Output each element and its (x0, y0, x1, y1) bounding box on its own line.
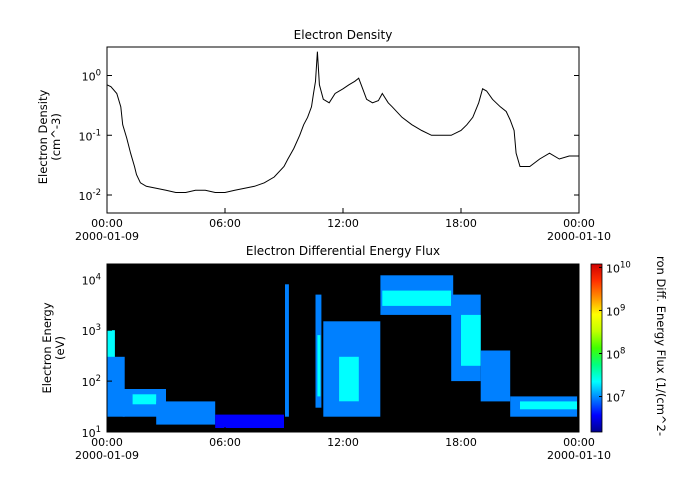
flux-xtick-date-4: 2000-01-10 (547, 449, 611, 462)
flux-cell-3 (132, 394, 157, 405)
density-series-line-0 (106, 51, 579, 193)
flux-cell-8 (317, 335, 321, 397)
flux-cell-17 (520, 401, 577, 410)
density-xtick-label-0: 00:00 (91, 217, 123, 230)
density-ylabel-line2: (cm^-3) (49, 113, 63, 161)
flux-title: Electron Differential Energy Flux (246, 244, 440, 258)
flux-ytick-label-1: 102 (82, 374, 101, 389)
flux-cell-5 (215, 414, 284, 428)
flux-xtick-label-3: 18:00 (445, 436, 477, 449)
flux-cell-14 (461, 314, 481, 366)
flux-ytick-label-3: 104 (82, 272, 101, 287)
density-xtick-date-4: 2000-01-10 (547, 230, 611, 243)
flux-panel: Electron Differential Energy Flux Electr… (40, 244, 611, 462)
density-xtick-label-3: 18:00 (445, 217, 477, 230)
density-ytick-label-2: 100 (82, 69, 101, 84)
density-frame (106, 46, 580, 214)
density-xtick-label-1: 06:00 (209, 217, 241, 230)
flux-ylabel-line1: Electron Energy (40, 302, 54, 393)
flux-ytick-label-2: 103 (82, 323, 101, 338)
colorbar-tick-label-0: 107 (606, 390, 625, 405)
density-ytick-label-0: 10-2 (79, 188, 101, 203)
flux-cell-4 (156, 401, 216, 425)
flux-xtick-label-1: 06:00 (209, 436, 241, 449)
colorbar-tick-label-2: 109 (606, 303, 625, 318)
flux-xtick-date-0: 2000-01-09 (75, 449, 139, 462)
flux-cell-1 (107, 356, 125, 417)
density-ytick-label-1: 10-1 (79, 128, 101, 143)
flux-ytick-label-0: 101 (82, 425, 101, 440)
flux-ylabel-line2: (eV) (53, 336, 67, 360)
flux-xtick-label-0: 00:00 (91, 436, 123, 449)
density-xtick-label-2: 12:00 (327, 217, 359, 230)
colorbar-label: ron Diff. Energy Flux (1/(cm^2- (654, 256, 668, 436)
colorbar-tick-label-3: 1010 (606, 260, 631, 275)
flux-xtick-label-4: 00:00 (563, 436, 595, 449)
density-title: Electron Density (294, 28, 393, 42)
flux-cell-15 (480, 350, 511, 402)
colorbar: 107 108 109 1010 ron Diff. Energy Flux (1/(… (590, 256, 668, 436)
colorbar-tick-label-1: 108 (606, 346, 625, 361)
flux-xtick-label-2: 12:00 (327, 436, 359, 449)
colorbar-gradient (591, 264, 602, 432)
flux-cell-10 (339, 356, 359, 402)
flux-frame (106, 263, 580, 433)
flux-cell-12 (382, 290, 452, 306)
density-xtick-date-0: 2000-01-09 (75, 230, 139, 243)
density-ylabel-line1: Electron Density (36, 90, 50, 185)
colorbar-frame (590, 263, 603, 433)
density-xtick-label-4: 00:00 (563, 217, 595, 230)
flux-cell-6 (285, 284, 289, 417)
density-panel: Electron Density Electron Density (cm^-3… (36, 28, 611, 243)
